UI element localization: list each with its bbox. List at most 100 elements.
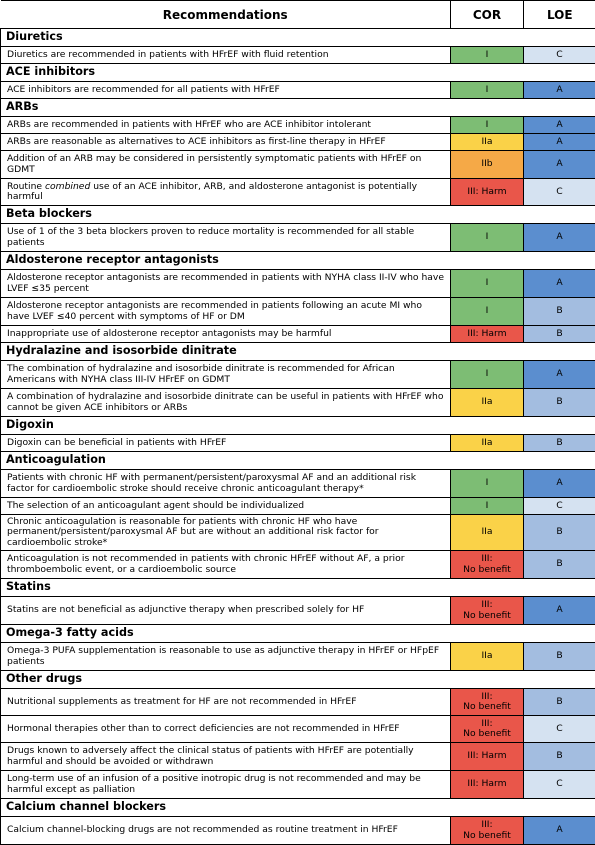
recommendation-row: Patients with chronic HF with permanent/… — [1, 470, 595, 498]
loe-value: A — [524, 470, 595, 498]
loe-value: C — [524, 716, 595, 743]
loe-value: A — [524, 817, 595, 845]
loe-value: B — [524, 689, 595, 716]
recommendation-text: Drugs known to adversely affect the clin… — [1, 743, 451, 771]
recommendation-text: Patients with chronic HF with permanent/… — [1, 470, 451, 498]
cor-value: IIa — [451, 134, 524, 151]
cor-value: III: No benefit — [451, 551, 524, 579]
recommendation-row: Omega-3 PUFA supplementation is reasonab… — [1, 643, 595, 671]
loe-value: A — [524, 361, 595, 389]
category-row-diuretics: Diuretics — [1, 29, 595, 47]
cor-value: III: No benefit — [451, 716, 524, 743]
category-title: Diuretics — [1, 29, 595, 47]
loe-value: C — [524, 47, 595, 64]
header-row: Recommendations COR LOE — [1, 1, 595, 29]
recommendation-row: The selection of an anticoagulant agent … — [1, 498, 595, 515]
recommendation-text: A combination of hydralazine and isosorb… — [1, 389, 451, 417]
recommendation-text: Routine combined use of an ACE inhibitor… — [1, 179, 451, 206]
cor-value: I — [451, 270, 524, 298]
recommendation-text: ACE inhibitors are recommended for all p… — [1, 82, 451, 99]
cor-value: IIa — [451, 643, 524, 671]
recommendation-row: Aldosterone receptor antagonists are rec… — [1, 298, 595, 326]
recommendation-text: ARBs are recommended in patients with HF… — [1, 117, 451, 134]
category-title: Calcium channel blockers — [1, 799, 595, 817]
cor-value: IIa — [451, 435, 524, 452]
recommendation-row: The combination of hydralazine and isoso… — [1, 361, 595, 389]
recommendation-row: Aldosterone receptor antagonists are rec… — [1, 270, 595, 298]
category-row-beta-blockers: Beta blockers — [1, 206, 595, 224]
category-title: Hydralazine and isosorbide dinitrate — [1, 343, 595, 361]
loe-value: A — [524, 117, 595, 134]
recommendation-text: Addition of an ARB may be considered in … — [1, 151, 451, 179]
category-row-omega-3-fatty-acids: Omega-3 fatty acids — [1, 625, 595, 643]
loe-value: A — [524, 270, 595, 298]
loe-value: A — [524, 597, 595, 625]
recommendation-text: Aldosterone receptor antagonists are rec… — [1, 270, 451, 298]
recommendation-text: The combination of hydralazine and isoso… — [1, 361, 451, 389]
loe-value: B — [524, 389, 595, 417]
category-row-hydralazine-and-isosorbide-dinitrate: Hydralazine and isosorbide dinitrate — [1, 343, 595, 361]
recommendation-text: Omega-3 PUFA supplementation is reasonab… — [1, 643, 451, 671]
loe-value: B — [524, 551, 595, 579]
category-title: Aldosterone receptor antagonists — [1, 252, 595, 270]
cor-value: I — [451, 361, 524, 389]
recommendation-row: Diuretics are recommended in patients wi… — [1, 47, 595, 64]
recommendation-row: Statins are not beneficial as adjunctive… — [1, 597, 595, 625]
recommendation-text: Aldosterone receptor antagonists are rec… — [1, 298, 451, 326]
cor-value: I — [451, 82, 524, 99]
cor-value: III: Harm — [451, 179, 524, 206]
recommendation-text-start: Routine — [7, 181, 45, 192]
cor-value: I — [451, 470, 524, 498]
recommendation-text: Hormonal therapies other than to correct… — [1, 716, 451, 743]
cor-value: III: Harm — [451, 743, 524, 771]
category-row-statins: Statins — [1, 579, 595, 597]
recommendation-row: Hormonal therapies other than to correct… — [1, 716, 595, 743]
recommendation-row: ACE inhibitors are recommended for all p… — [1, 82, 595, 99]
recommendation-row: ARBs are recommended in patients with HF… — [1, 117, 595, 134]
category-title: Beta blockers — [1, 206, 595, 224]
recommendation-text: ARBs are reasonable as alternatives to A… — [1, 134, 451, 151]
loe-value: A — [524, 82, 595, 99]
cor-value: I — [451, 498, 524, 515]
recommendation-row: Nutritional supplements as treatment for… — [1, 689, 595, 716]
cor-value: I — [451, 298, 524, 326]
loe-value: B — [524, 326, 595, 343]
loe-value: A — [524, 134, 595, 151]
category-title: Other drugs — [1, 671, 595, 689]
recommendation-text: Diuretics are recommended in patients wi… — [1, 47, 451, 64]
category-title: Omega-3 fatty acids — [1, 625, 595, 643]
recommendation-text: Inappropriate use of aldosterone recepto… — [1, 326, 451, 343]
category-row-ace-inhibitors: ACE inhibitors — [1, 64, 595, 82]
category-row-arbs: ARBs — [1, 99, 595, 117]
loe-header: LOE — [524, 1, 595, 29]
loe-value: A — [524, 151, 595, 179]
recommendation-row: Inappropriate use of aldosterone recepto… — [1, 326, 595, 343]
recommendation-text-emphasis: combined — [45, 181, 90, 192]
recommendation-row: Digoxin can be beneficial in patients wi… — [1, 435, 595, 452]
category-row-aldosterone-receptor-antagonists: Aldosterone receptor antagonists — [1, 252, 595, 270]
loe-value: B — [524, 643, 595, 671]
recommendation-row: Long-term use of an infusion of a positi… — [1, 771, 595, 799]
recommendation-row: Calcium channel-blocking drugs are not r… — [1, 817, 595, 845]
recommendation-row: Anticoagulation is not recommended in pa… — [1, 551, 595, 579]
cor-value: I — [451, 224, 524, 252]
recommendation-row: Routine combined use of an ACE inhibitor… — [1, 179, 595, 206]
recommendation-row: Drugs known to adversely affect the clin… — [1, 743, 595, 771]
recommendation-row: A combination of hydralazine and isosorb… — [1, 389, 595, 417]
cor-header: COR — [451, 1, 524, 29]
recommendation-row: Use of 1 of the 3 beta blockers proven t… — [1, 224, 595, 252]
recommendation-row: ARBs are reasonable as alternatives to A… — [1, 134, 595, 151]
loe-value: C — [524, 771, 595, 799]
cor-value: III: No benefit — [451, 817, 524, 845]
recommendations-header: Recommendations — [1, 1, 451, 29]
recommendation-text: Calcium channel-blocking drugs are not r… — [1, 817, 451, 845]
loe-value: B — [524, 298, 595, 326]
recommendation-text: Chronic anticoagulation is reasonable fo… — [1, 515, 451, 551]
category-title: Statins — [1, 579, 595, 597]
category-title: ACE inhibitors — [1, 64, 595, 82]
category-title: ARBs — [1, 99, 595, 117]
loe-value: A — [524, 224, 595, 252]
category-title: Anticoagulation — [1, 452, 595, 470]
category-row-calcium-channel-blockers: Calcium channel blockers — [1, 799, 595, 817]
